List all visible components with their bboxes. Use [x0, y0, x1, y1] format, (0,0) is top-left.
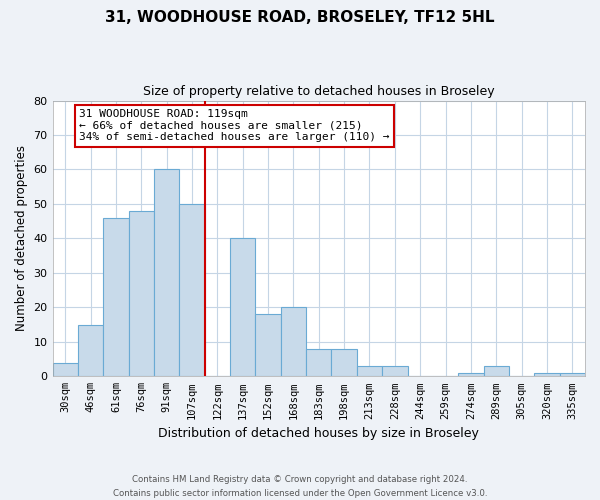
Bar: [103, 218, 128, 376]
Text: Contains HM Land Registry data © Crown copyright and database right 2024.
Contai: Contains HM Land Registry data © Crown c…: [113, 476, 487, 498]
Bar: [154, 170, 179, 376]
Bar: [560, 373, 585, 376]
Title: Size of property relative to detached houses in Broseley: Size of property relative to detached ho…: [143, 85, 494, 98]
Bar: [382, 366, 407, 376]
Bar: [128, 211, 154, 376]
Bar: [78, 324, 103, 376]
Bar: [484, 366, 509, 376]
Text: 31, WOODHOUSE ROAD, BROSELEY, TF12 5HL: 31, WOODHOUSE ROAD, BROSELEY, TF12 5HL: [105, 10, 495, 25]
Bar: [281, 308, 306, 376]
Bar: [534, 373, 560, 376]
Bar: [179, 204, 205, 376]
X-axis label: Distribution of detached houses by size in Broseley: Distribution of detached houses by size …: [158, 427, 479, 440]
Text: 31 WOODHOUSE ROAD: 119sqm
← 66% of detached houses are smaller (215)
34% of semi: 31 WOODHOUSE ROAD: 119sqm ← 66% of detac…: [79, 109, 389, 142]
Y-axis label: Number of detached properties: Number of detached properties: [15, 146, 28, 332]
Bar: [53, 362, 78, 376]
Bar: [331, 348, 357, 376]
Bar: [306, 348, 331, 376]
Bar: [230, 238, 256, 376]
Bar: [357, 366, 382, 376]
Bar: [458, 373, 484, 376]
Bar: [256, 314, 281, 376]
